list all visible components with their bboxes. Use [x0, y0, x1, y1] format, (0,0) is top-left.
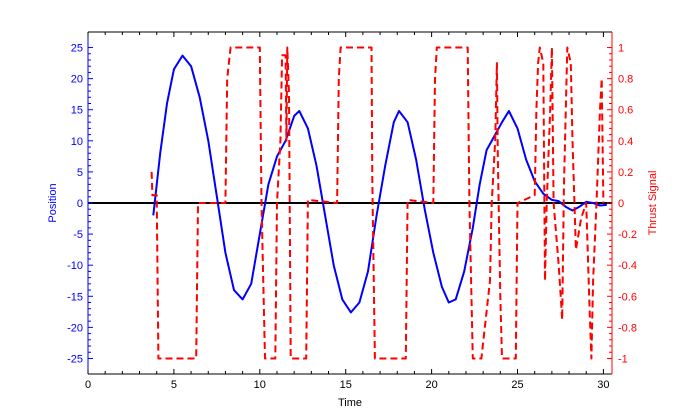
- y-right-tick-label: -1: [618, 353, 628, 365]
- y-left-tick-label: -20: [67, 322, 83, 334]
- y-left-tick-label: -5: [73, 229, 83, 241]
- x-tick-label: 20: [425, 379, 437, 391]
- y-right-tick-label: 0.2: [618, 167, 633, 179]
- y-right-axis-label: Thrust Signal: [647, 171, 659, 236]
- x-tick-label: 10: [254, 379, 266, 391]
- y-left-tick-label: 15: [71, 105, 83, 117]
- thrust-series-line: [150, 46, 605, 360]
- y-right-tick-label: -0.6: [618, 291, 637, 303]
- y-left-tick-label: -25: [67, 353, 83, 365]
- x-tick-label: 0: [85, 379, 91, 391]
- y-right-tick-label: 0.4: [618, 136, 633, 148]
- y-left-axis-label: Position: [47, 183, 59, 222]
- y-left-tick-label: 20: [71, 74, 83, 86]
- x-tick-label: 25: [511, 379, 523, 391]
- y-right-tick-label: 0: [618, 198, 624, 210]
- y-left-tick-label: -10: [67, 260, 83, 272]
- x-tick-label: 15: [340, 379, 352, 391]
- y-left-tick-label: 5: [77, 167, 83, 179]
- x-tick-label: 30: [597, 379, 609, 391]
- series-layer: [88, 46, 612, 360]
- y-right-tick-label: -0.2: [618, 229, 637, 241]
- x-axis-label: Time: [338, 397, 362, 409]
- y-right-tick-label: 0.6: [618, 105, 633, 117]
- y-left-tick-label: -15: [67, 291, 83, 303]
- y-right-tick-label: -0.8: [618, 322, 637, 334]
- y-right-tick-label: 1: [618, 43, 624, 55]
- y-right-tick-label: 0.8: [618, 74, 633, 86]
- y-left-tick-label: 10: [71, 136, 83, 148]
- y-left-tick-label: 25: [71, 43, 83, 55]
- y-left-tick-label: 0: [77, 198, 83, 210]
- x-tick-label: 5: [171, 379, 177, 391]
- y-right-tick-label: -0.4: [618, 260, 637, 272]
- position-series-line: [152, 54, 607, 314]
- axes-layer: 0 5 10 15 20 25 30-25-20-15-10-50510152025-1-0…: [67, 31, 637, 391]
